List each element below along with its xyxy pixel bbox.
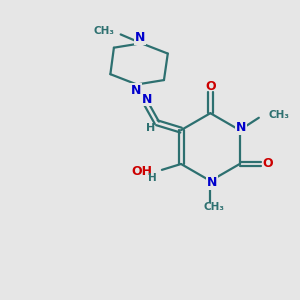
Text: N: N — [236, 121, 246, 134]
Text: N: N — [142, 93, 152, 106]
Text: OH: OH — [131, 165, 152, 178]
Text: O: O — [262, 158, 273, 170]
Text: H: H — [146, 123, 155, 133]
Text: N: N — [207, 176, 217, 189]
Text: N: N — [135, 31, 145, 44]
Text: H: H — [148, 173, 157, 183]
Text: CH₃: CH₃ — [93, 26, 114, 37]
Text: CH₃: CH₃ — [203, 202, 224, 212]
Text: O: O — [205, 80, 216, 93]
Text: CH₃: CH₃ — [268, 110, 289, 120]
Text: N: N — [131, 84, 142, 97]
